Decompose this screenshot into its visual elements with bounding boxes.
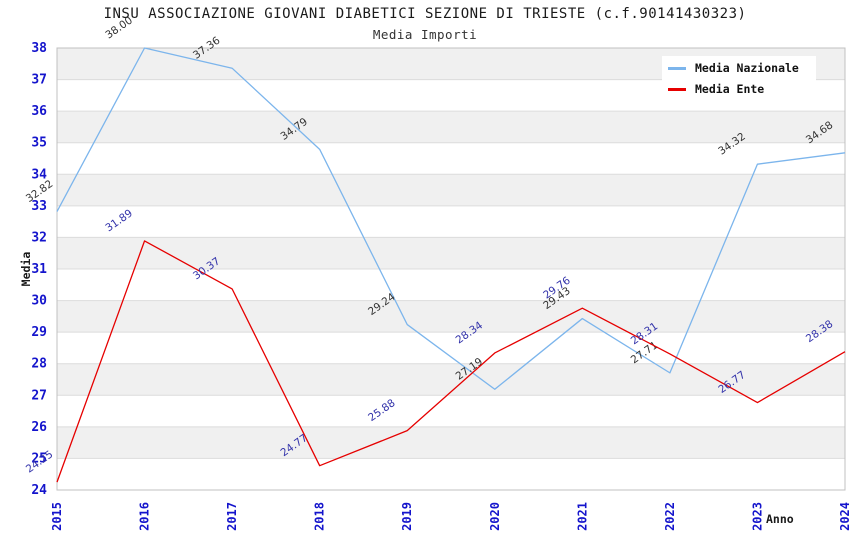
x-tick-label: 2021 bbox=[575, 502, 589, 531]
x-tick-label: 2020 bbox=[488, 502, 502, 531]
x-tick-label: 2022 bbox=[663, 502, 677, 531]
x-tick-label: 2016 bbox=[138, 502, 152, 531]
grid-band bbox=[57, 237, 845, 269]
grid-band bbox=[57, 174, 845, 206]
data-label: 38.00 bbox=[103, 14, 135, 41]
y-tick-label: 31 bbox=[31, 262, 47, 277]
y-tick-label: 32 bbox=[31, 230, 47, 245]
y-tick-label: 26 bbox=[31, 420, 47, 435]
y-tick-label: 27 bbox=[31, 388, 47, 403]
y-tick-label: 35 bbox=[31, 136, 47, 151]
data-label: 25.88 bbox=[366, 397, 398, 424]
x-tick-label: 2024 bbox=[838, 502, 850, 531]
data-label: 31.89 bbox=[103, 207, 135, 234]
grid-band bbox=[57, 300, 845, 333]
x-tick-label: 2019 bbox=[400, 502, 414, 531]
y-tick-label: 30 bbox=[31, 294, 47, 309]
legend: Media Nazionale Media Ente bbox=[662, 56, 816, 101]
x-tick-label: 2023 bbox=[750, 502, 764, 531]
x-tick-label: 2017 bbox=[225, 502, 239, 531]
grid-band bbox=[57, 426, 845, 459]
legend-item-media-nazionale[interactable]: Media Nazionale bbox=[668, 61, 810, 75]
y-tick-label: 38 bbox=[31, 41, 47, 56]
chart-subtitle: Media Importi bbox=[372, 27, 478, 42]
grid-band bbox=[57, 111, 845, 143]
grid-band bbox=[57, 363, 845, 396]
legend-label: Media Ente bbox=[695, 82, 765, 96]
y-tick-label: 33 bbox=[31, 199, 47, 214]
y-tick-label: 24 bbox=[31, 483, 47, 498]
legend-swatch-red-line bbox=[668, 87, 686, 91]
y-tick-label: 37 bbox=[31, 73, 47, 88]
y-tick-label: 29 bbox=[31, 325, 47, 340]
legend-item-media-ente[interactable]: Media Ente bbox=[668, 82, 810, 96]
x-tick-label: 2018 bbox=[313, 502, 327, 531]
series-line-media-ente bbox=[56, 240, 846, 483]
y-tick-label: 28 bbox=[31, 357, 47, 372]
y-tick-label: 34 bbox=[31, 167, 47, 182]
y-axis-title: Media bbox=[19, 251, 33, 287]
legend-label: Media Nazionale bbox=[695, 61, 799, 75]
chart-title: INSU ASSOCIAZIONE GIOVANI DIABETICI SEZI… bbox=[103, 6, 747, 22]
x-tick-label: 2015 bbox=[50, 502, 64, 531]
legend-swatch-blue-line bbox=[668, 66, 686, 70]
y-tick-label: 36 bbox=[31, 104, 47, 119]
plot-border bbox=[56, 47, 846, 491]
series-line-media-nazionale bbox=[56, 47, 846, 390]
x-axis-title: Anno bbox=[766, 512, 794, 526]
y-tick-label: 25 bbox=[31, 451, 47, 466]
